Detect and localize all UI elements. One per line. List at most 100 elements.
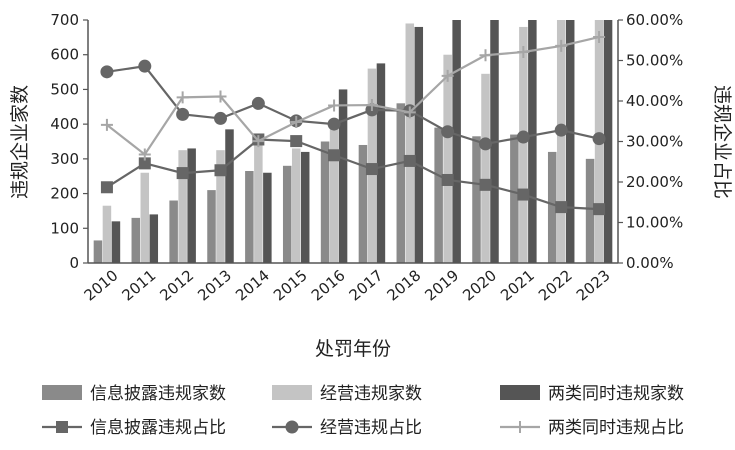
left-y-axis-title: 违规企业家数 [9, 85, 31, 199]
right-tick-label-3: 30.00% [626, 133, 683, 151]
right-tick-label-1: 10.00% [626, 214, 683, 232]
legend-label-bar-2: 经营违规家数 [320, 384, 422, 404]
bar-2-2010 [102, 205, 112, 263]
line-2-point-2020 [479, 137, 492, 151]
line-1-point-2012 [176, 167, 189, 180]
line-3-point-2022 [555, 39, 568, 52]
bar-3-2014 [263, 172, 272, 263]
legend-swatch-bar-3 [500, 385, 540, 400]
lines-layer [100, 31, 606, 216]
left-tick-label-500: 500 [50, 80, 79, 98]
x-tick-label-2019: 2019 [421, 266, 462, 304]
line-3-point-2013 [214, 90, 227, 103]
legend-marker-1 [56, 421, 68, 433]
bar-2-2014 [254, 144, 263, 263]
line-3-point-2010 [100, 118, 113, 131]
line-2-point-2019 [441, 125, 455, 139]
line-2-point-2016 [327, 117, 341, 131]
x-tick-label-2011: 2011 [119, 266, 160, 304]
bar-1-2016 [320, 141, 330, 263]
bar-1-2023 [585, 158, 595, 263]
bar-1-2012 [169, 200, 178, 263]
right-y-axis-title: 违规企业占比 [711, 85, 733, 199]
bar-1-2013 [207, 190, 216, 263]
line-3-point-2019 [441, 69, 454, 82]
line-3-point-2021 [517, 45, 530, 58]
x-tick-label-2010: 2010 [81, 266, 122, 304]
bar-2-2019 [443, 54, 452, 263]
bar-3-2013 [225, 129, 234, 263]
x-tick-label-2017: 2017 [346, 266, 387, 304]
right-tick-label-5: 50.00% [626, 52, 683, 70]
left-tick-label-300: 300 [50, 150, 79, 168]
right-tick-label-0: 0.00% [626, 254, 674, 272]
line-3-point-2011 [138, 148, 151, 161]
bar-2-2015 [291, 148, 301, 263]
bar-2-2018 [405, 23, 415, 263]
line-3-point-2015 [290, 116, 303, 129]
line-1-point-2020 [479, 178, 492, 191]
legend-label-bar-3: 两类同时违规家数 [548, 384, 684, 404]
x-tick-label-2013: 2013 [194, 266, 235, 304]
bar-1-2015 [282, 165, 292, 263]
line-2-point-2010 [100, 65, 114, 79]
bar-3-2010 [111, 221, 121, 263]
x-tick-label-2022: 2022 [535, 266, 576, 304]
bar-1-2020 [472, 136, 481, 263]
bar-1-2019 [434, 127, 443, 263]
line-2-point-2021 [516, 130, 530, 144]
bar-1-2018 [396, 103, 406, 263]
line-1-point-2018 [403, 154, 416, 167]
bar-2-2013 [216, 150, 225, 263]
legend-marker-2 [285, 420, 299, 434]
line-2-point-2022 [554, 123, 568, 137]
x-tick-label-2020: 2020 [459, 266, 500, 304]
line-1-point-2019 [441, 173, 454, 186]
line-1-point-2011 [138, 157, 151, 170]
bar-3-2022 [565, 20, 575, 263]
bar-3-2011 [149, 214, 159, 263]
x-tick-label-2023: 2023 [573, 266, 614, 304]
line-1-point-2016 [328, 149, 341, 162]
legend-label-line-1: 信息披露违规占比 [90, 418, 226, 438]
bar-3-2023 [603, 20, 613, 263]
left-tick-label-0: 0 [69, 254, 79, 272]
x-axis-title: 处罚年份 [315, 338, 391, 360]
line-1-point-2022 [555, 201, 568, 214]
bar-2-2011 [140, 172, 150, 263]
line-2-point-2011 [138, 59, 152, 73]
line-3-point-2018 [403, 106, 416, 119]
line-2-point-2012 [176, 107, 190, 121]
line-3-point-2014 [252, 135, 265, 148]
legend-marker-3 [514, 421, 526, 433]
legend-swatch-bar-2 [272, 385, 312, 400]
legend-label-line-2: 经营违规占比 [320, 418, 422, 438]
x-tick-label-2012: 2012 [156, 266, 197, 304]
bar-3-2015 [300, 151, 310, 263]
line-3-point-2017 [365, 99, 378, 112]
line-series-3 [106, 35, 600, 157]
legend-swatch-bar-1 [42, 385, 82, 400]
line-3-point-2016 [328, 99, 341, 112]
line-2-point-2023 [592, 132, 606, 146]
bar-1-2022 [547, 151, 557, 263]
line-2-point-2013 [214, 111, 227, 125]
left-tick-label-400: 400 [50, 115, 79, 133]
bar-2-2012 [178, 150, 187, 263]
line-1-point-2010 [100, 181, 113, 194]
x-tick-label-2018: 2018 [384, 266, 425, 304]
bar-3-2018 [414, 26, 424, 264]
line-3-point-2023 [593, 31, 606, 44]
bar-2-2021 [519, 26, 528, 264]
x-tick-label-2016: 2016 [308, 266, 349, 304]
bar-3-2017 [376, 63, 386, 264]
line-1-point-2017 [365, 163, 378, 176]
left-tick-label-700: 700 [50, 11, 79, 29]
line-1-point-2023 [593, 203, 606, 216]
bar-1-2014 [245, 171, 254, 263]
line-3-point-2012 [176, 91, 189, 104]
left-tick-label-600: 600 [50, 46, 79, 64]
